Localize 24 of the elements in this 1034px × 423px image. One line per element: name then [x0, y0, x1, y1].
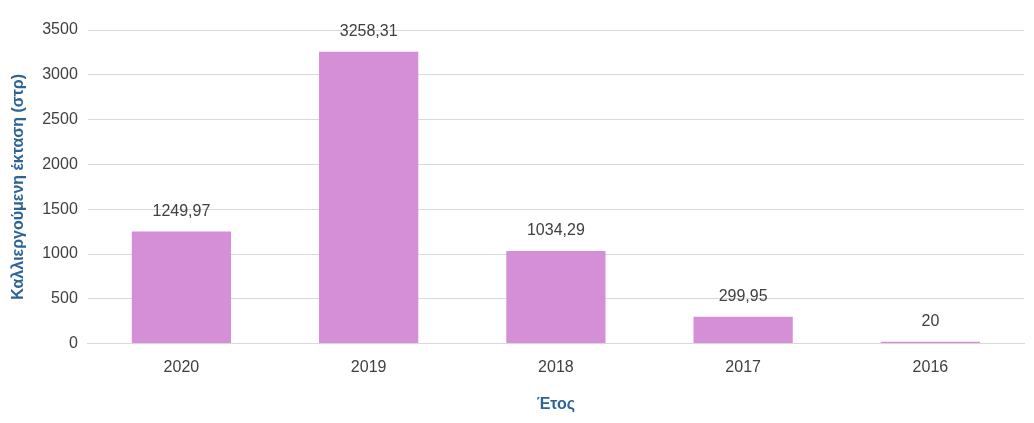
y-tick-label: 2000: [42, 154, 78, 172]
data-label: 299,95: [718, 287, 768, 305]
data-label: 1249,97: [152, 202, 211, 220]
x-tick-label: 2018: [538, 357, 574, 375]
x-tick-label: 2020: [163, 357, 200, 375]
y-tick-label: 1000: [42, 244, 78, 262]
data-label: 20: [921, 312, 940, 330]
x-tick-label: 2016: [912, 357, 949, 375]
y-tick-label: 3000: [42, 65, 78, 83]
x-axis-title: Έτος: [536, 394, 576, 413]
x-tick-label: 2019: [350, 357, 387, 375]
data-label: 1034,29: [526, 221, 585, 239]
data-label: 3258,31: [339, 22, 398, 40]
y-tick-label: 0: [68, 334, 78, 352]
y-tick-label: 1500: [42, 199, 78, 217]
y-tick-label: 2500: [42, 110, 78, 128]
bar: [131, 231, 232, 344]
bar: [319, 51, 419, 344]
y-axis-title: Καλλιεργούμενη έκταση (στρ): [9, 73, 27, 300]
bar: [693, 316, 793, 344]
bar: [506, 250, 606, 344]
y-tick-label: 500: [51, 289, 78, 307]
x-tick-label: 2017: [725, 357, 762, 375]
y-tick-label: 3500: [42, 20, 78, 38]
